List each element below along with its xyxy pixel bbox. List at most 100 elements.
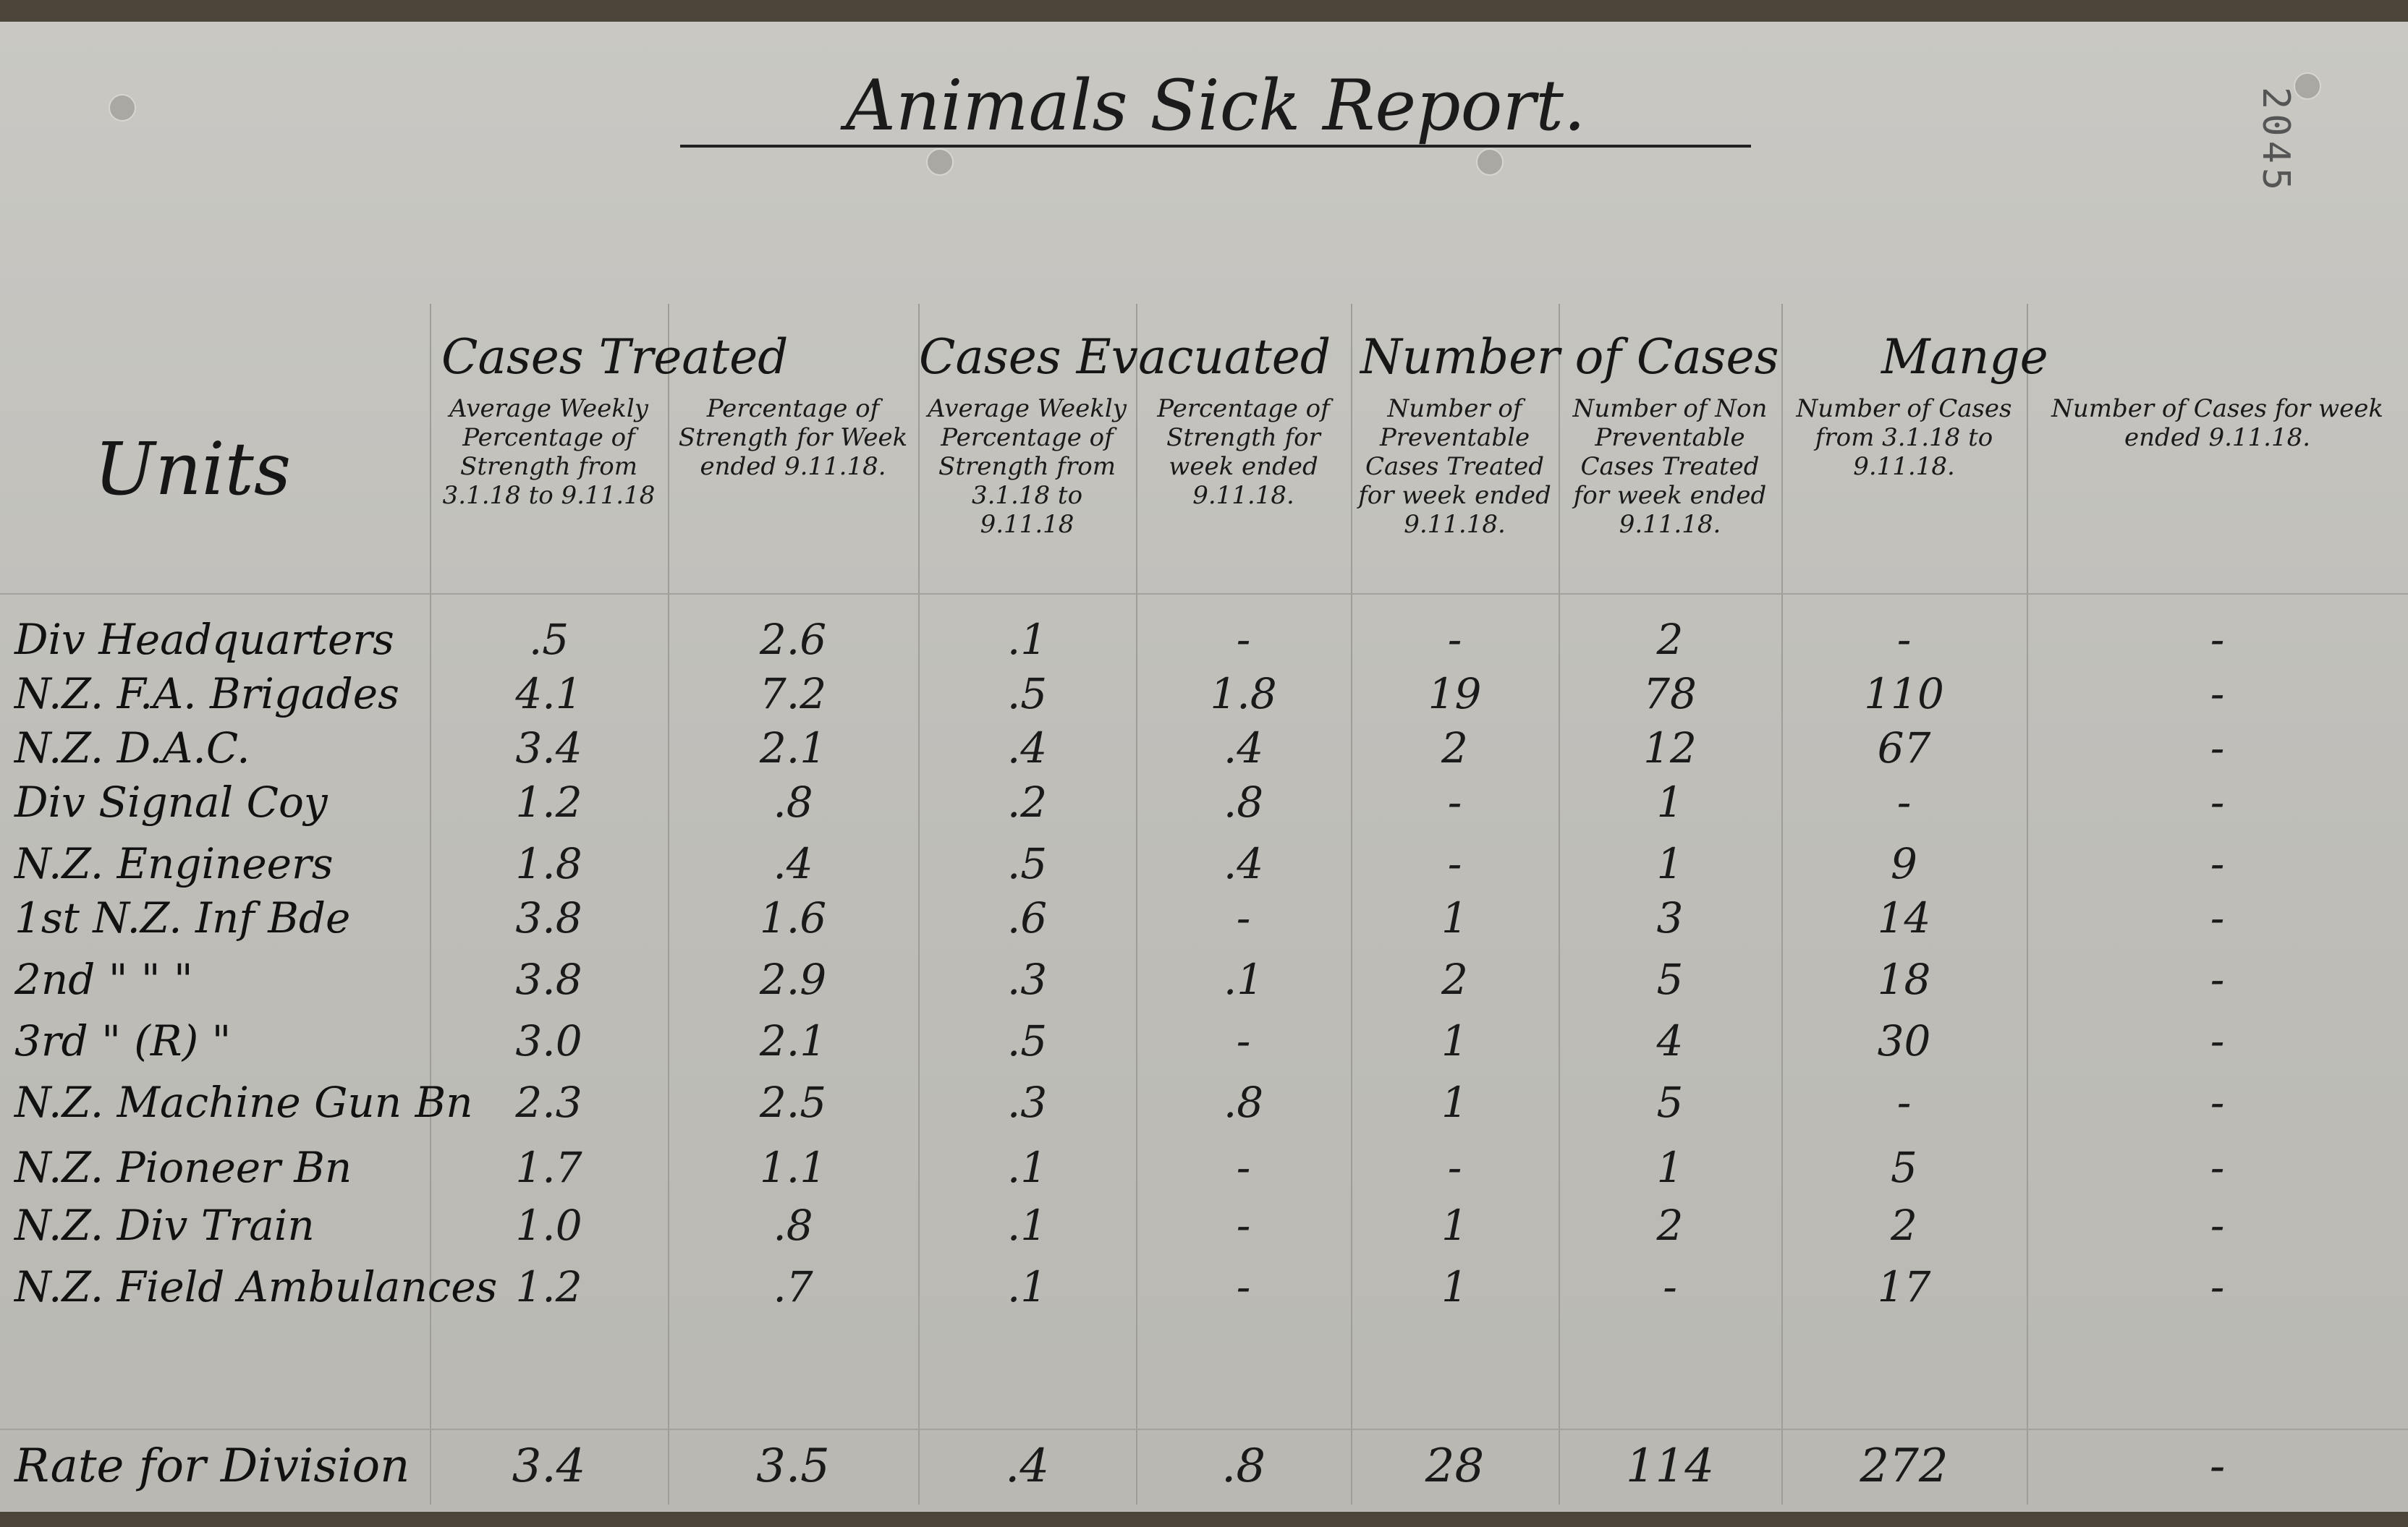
table-cell: .8 xyxy=(1223,1078,1264,1127)
column-header: Number of Cases from 3.1.18 to 9.11.18. xyxy=(1796,394,2012,481)
table-cell: 14 xyxy=(1877,893,1931,943)
unit-name: N.Z. Machine Gun Bn xyxy=(14,1078,473,1127)
table-cell: .3 xyxy=(1006,1078,1048,1127)
table-cell: 1.6 xyxy=(759,893,827,943)
table-cell: 19 xyxy=(1428,669,1482,718)
column-divider xyxy=(2027,304,2028,1505)
table-cell: .1 xyxy=(1223,955,1264,1004)
table-cell: 3.5 xyxy=(756,1439,830,1493)
table-cell: 3 xyxy=(1656,893,1684,943)
column-header: Average Weekly Percentage of Strength fr… xyxy=(928,394,1127,539)
table-cell: 1 xyxy=(1656,839,1684,888)
table-cell: .4 xyxy=(773,839,813,888)
table-cell: .6 xyxy=(1006,893,1048,943)
table-cell: - xyxy=(1447,778,1462,827)
unit-name: N.Z. Engineers xyxy=(14,839,334,888)
table-cell: 78 xyxy=(1643,669,1697,718)
total-row: Rate for Division 3.4 3.5 .4 .8 28 114 272 - xyxy=(0,1439,2408,1497)
table-cell: - xyxy=(1236,1143,1251,1192)
column-header: Percentage of Strength for week ended 9.… xyxy=(1157,394,1330,510)
table-cell: 1.7 xyxy=(515,1143,582,1192)
table-row: N.Z. Field Ambulances 1.2 .7 .1 - 1 - 17 - xyxy=(0,1262,2408,1320)
table-cell: .4 xyxy=(1006,723,1048,773)
unit-name: 3rd " (R) " xyxy=(14,1016,232,1066)
table-cell: .5 xyxy=(528,615,569,664)
table-cell: 1 xyxy=(1441,1201,1468,1250)
table-cell: - xyxy=(2209,1439,2226,1493)
table-row: N.Z. D.A.C. 3.4 2.1 .4 .4 2 12 67 - xyxy=(0,723,2408,781)
table-cell: 3.0 xyxy=(515,1016,582,1066)
table-cell: 1 xyxy=(1441,1016,1468,1066)
table-cell: 2.1 xyxy=(759,1016,827,1066)
column-divider xyxy=(1351,304,1352,1505)
table-cell: - xyxy=(1447,1143,1462,1192)
table-cell: 1.1 xyxy=(759,1143,827,1192)
table-cell: - xyxy=(1236,893,1251,943)
table-cell: 5 xyxy=(1656,955,1684,1004)
table-cell: 110 xyxy=(1864,669,1944,718)
table-cell: 5 xyxy=(1656,1078,1684,1127)
table-cell: - xyxy=(1236,1201,1251,1250)
report-title: Animals Sick Report. xyxy=(845,65,1586,146)
table-cell: 3.4 xyxy=(512,1439,586,1493)
table-row: 2nd " " " 3.8 2.9 .3 .1 2 5 18 - xyxy=(0,955,2408,1013)
table-cell: - xyxy=(2210,615,2225,664)
table-cell: 1 xyxy=(1441,1262,1468,1311)
table-cell: 1 xyxy=(1656,1143,1684,1192)
table-row: N.Z. F.A. Brigades 4.1 7.2 .5 1.8 19 78 110 - xyxy=(0,669,2408,727)
table-cell: 7.2 xyxy=(759,669,827,718)
table-cell: 18 xyxy=(1877,955,1931,1004)
table-cell: 1.8 xyxy=(1210,669,1277,718)
punch-hole xyxy=(926,148,954,176)
row-divider xyxy=(0,593,2408,595)
table-cell: - xyxy=(2210,723,2225,773)
table-cell: 1.2 xyxy=(515,1262,582,1311)
table-cell: 1 xyxy=(1441,1078,1468,1127)
punch-hole xyxy=(109,94,136,122)
unit-name: N.Z. Field Ambulances xyxy=(14,1262,498,1311)
table-cell: .1 xyxy=(1006,1262,1048,1311)
unit-name: N.Z. D.A.C. xyxy=(14,723,250,773)
column-header: Percentage of Strength for Week ended 9.… xyxy=(678,394,908,481)
table-cell: 28 xyxy=(1425,1439,1485,1493)
unit-name: N.Z. Pioneer Bn xyxy=(14,1143,352,1192)
table-cell: 12 xyxy=(1643,723,1697,773)
table-cell: .3 xyxy=(1006,955,1048,1004)
table-cell: 3.8 xyxy=(515,955,582,1004)
table-cell: 1.8 xyxy=(515,839,582,888)
report-sheet xyxy=(0,22,2408,1512)
unit-name: Rate for Division xyxy=(14,1439,410,1493)
table-cell: .4 xyxy=(1223,839,1264,888)
table-row: N.Z. Pioneer Bn 1.7 1.1 .1 - - 1 5 - xyxy=(0,1143,2408,1201)
table-cell: 2 xyxy=(1441,723,1468,773)
table-cell: 2 xyxy=(1656,1201,1684,1250)
column-divider xyxy=(1781,304,1783,1505)
table-row: Div Headquarters .5 2.6 .1 - - 2 - - xyxy=(0,615,2408,673)
column-divider xyxy=(918,304,920,1505)
table-cell: - xyxy=(2210,839,2225,888)
unit-name: N.Z. F.A. Brigades xyxy=(14,669,399,718)
table-cell: 3.8 xyxy=(515,893,582,943)
table-cell: .1 xyxy=(1006,615,1048,664)
table-cell: 30 xyxy=(1877,1016,1931,1066)
table-cell: 1 xyxy=(1656,778,1684,827)
unit-name: 1st N.Z. Inf Bde xyxy=(14,893,351,943)
title-underline xyxy=(680,145,1751,148)
column-divider xyxy=(1136,304,1137,1505)
table-cell: - xyxy=(1896,1078,1912,1127)
table-row: N.Z. Div Train 1.0 .8 .1 - 1 2 2 - xyxy=(0,1201,2408,1259)
table-cell: .5 xyxy=(1006,669,1048,718)
table-cell: 2.9 xyxy=(759,955,827,1004)
table-cell: 17 xyxy=(1877,1262,1931,1311)
table-cell: 67 xyxy=(1877,723,1931,773)
table-cell: 1.2 xyxy=(515,778,582,827)
table-cell: .5 xyxy=(1006,1016,1048,1066)
column-group-header: Cases Evacuated xyxy=(919,329,1331,385)
table-cell: 272 xyxy=(1860,1439,1949,1493)
table-cell: - xyxy=(1447,839,1462,888)
table-cell: 2.6 xyxy=(759,615,827,664)
table-cell: 2 xyxy=(1891,1201,1917,1250)
table-cell: - xyxy=(2210,1143,2225,1192)
table-cell: - xyxy=(1236,1016,1251,1066)
table-cell: - xyxy=(2210,778,2225,827)
